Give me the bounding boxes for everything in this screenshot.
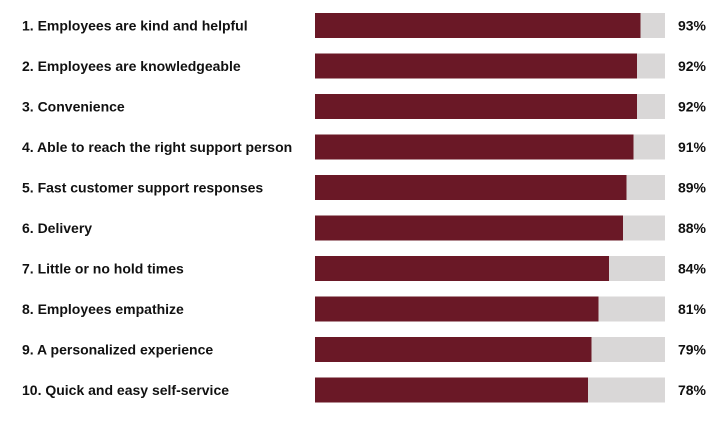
bar	[315, 94, 637, 119]
category-label: 7. Little or no hold times	[22, 261, 184, 277]
bar	[315, 134, 634, 160]
category-label: 4. Able to reach the right support perso…	[22, 139, 292, 155]
category-label: 3. Convenience	[22, 99, 125, 115]
category-label: 8. Employees empathize	[22, 301, 184, 317]
bar	[315, 337, 592, 362]
bar	[315, 13, 641, 38]
value-label: 92%	[678, 99, 707, 115]
bar-row: 1. Employees are kind and helpful 93%	[22, 13, 707, 38]
value-label: 92%	[678, 58, 707, 74]
bar	[315, 53, 637, 79]
category-label: 10. Quick and easy self-service	[22, 382, 229, 398]
value-label: 89%	[678, 180, 707, 196]
bar-row: 10. Quick and easy self-service 78%	[22, 377, 707, 403]
bar	[315, 175, 627, 200]
category-label: 9. A personalized experience	[22, 342, 213, 358]
bar-rows: 1. Employees are kind and helpful 93% 2. E…	[22, 13, 707, 403]
bar-row: 2. Employees are knowledgeable 92%	[22, 53, 707, 79]
bar-row: 6. Delivery 88%	[22, 215, 707, 241]
bar	[315, 256, 609, 281]
value-label: 88%	[678, 220, 707, 236]
bar-row: 8. Employees empathize 81%	[22, 296, 707, 322]
bar-row: 7. Little or no hold times 84%	[22, 256, 707, 281]
category-label: 5. Fast customer support responses	[22, 180, 263, 196]
category-label: 1. Employees are kind and helpful	[22, 18, 248, 34]
category-label: 6. Delivery	[22, 220, 92, 236]
bar	[315, 296, 599, 322]
bar-row: 3. Convenience 92%	[22, 94, 707, 119]
value-label: 79%	[678, 342, 707, 358]
value-label: 81%	[678, 301, 707, 317]
category-label: 2. Employees are knowledgeable	[22, 58, 241, 74]
bar-row: 5. Fast customer support responses 89%	[22, 175, 707, 200]
bar	[315, 215, 623, 241]
value-label: 84%	[678, 261, 707, 277]
value-label: 93%	[678, 18, 707, 34]
bar	[315, 377, 588, 403]
bar-row: 9. A personalized experience 79%	[22, 337, 707, 362]
value-label: 78%	[678, 382, 707, 398]
value-label: 91%	[678, 139, 707, 155]
bar-row: 4. Able to reach the right support perso…	[22, 134, 707, 160]
